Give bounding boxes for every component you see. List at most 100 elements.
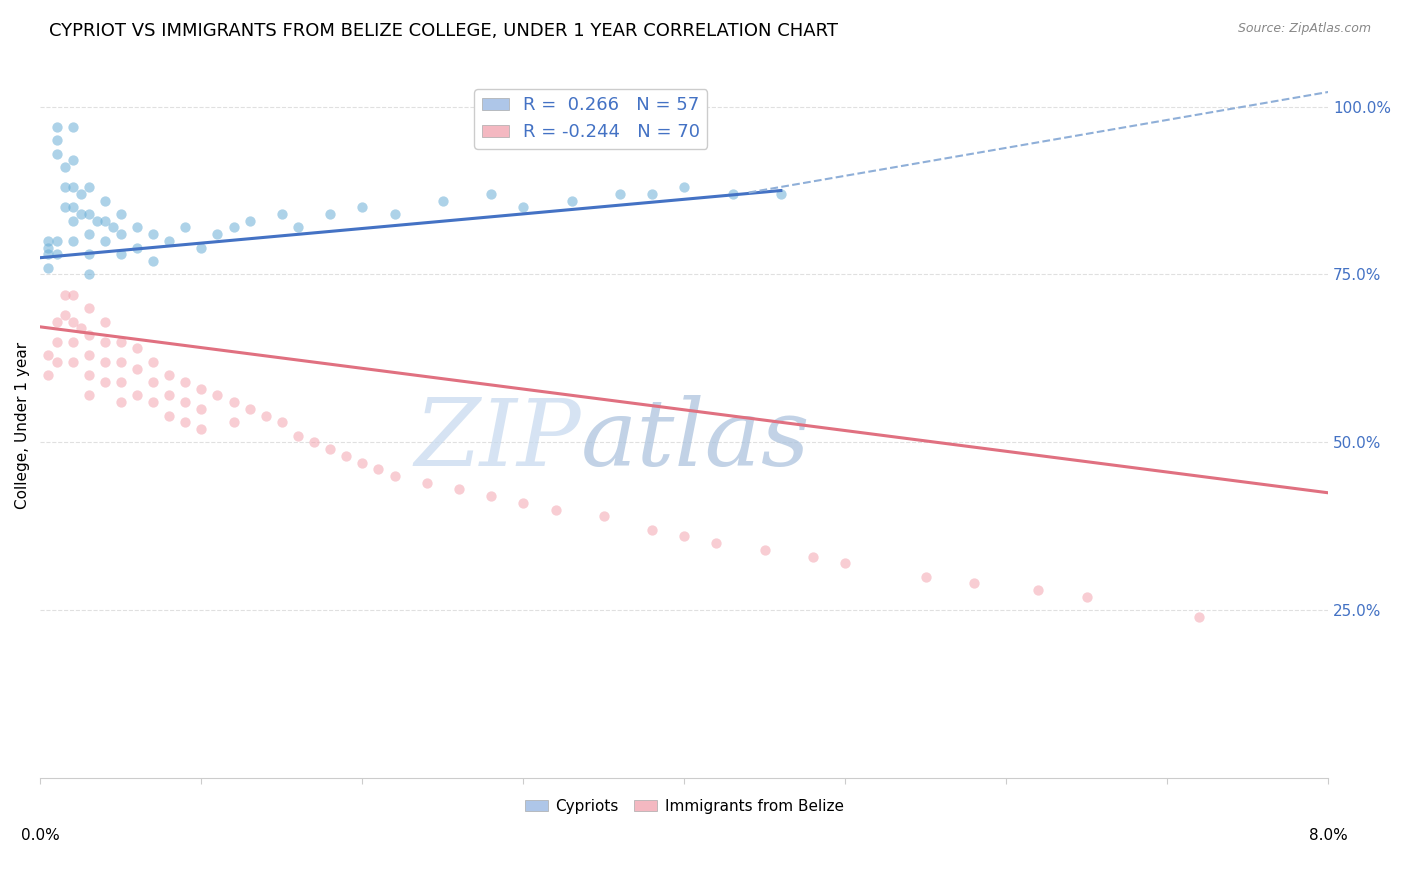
Point: [254, 409, 277, 423]
Point: [53, 287, 76, 301]
Point: [287, 220, 309, 235]
Point: [544, 502, 567, 516]
Point: [270, 415, 292, 429]
Point: [94, 234, 117, 248]
Point: [190, 241, 212, 255]
Point: [1028, 583, 1050, 598]
Point: [125, 241, 148, 255]
Point: [53, 180, 76, 194]
Point: [45, 334, 67, 349]
Point: [110, 227, 132, 242]
Point: [77, 348, 100, 362]
Point: [94, 213, 117, 227]
Point: [110, 247, 132, 261]
Point: [125, 342, 148, 356]
Point: [77, 301, 100, 315]
Point: [37, 348, 59, 362]
Point: [62, 334, 84, 349]
Y-axis label: College, Under 1 year: College, Under 1 year: [15, 342, 30, 509]
Point: [335, 449, 357, 463]
Point: [479, 186, 502, 201]
Point: [174, 375, 197, 389]
Point: [963, 576, 986, 591]
Point: [45, 355, 67, 369]
Point: [62, 200, 84, 214]
Point: [641, 523, 664, 537]
Point: [110, 375, 132, 389]
Point: [125, 361, 148, 376]
Text: ZIP: ZIP: [415, 395, 581, 484]
Point: [62, 120, 84, 134]
Point: [62, 314, 84, 328]
Point: [174, 395, 197, 409]
Point: [125, 220, 148, 235]
Point: [512, 200, 534, 214]
Point: [592, 509, 614, 524]
Point: [319, 442, 342, 456]
Point: [53, 308, 76, 322]
Point: [157, 409, 180, 423]
Point: [94, 194, 117, 208]
Point: [77, 268, 100, 282]
Point: [207, 388, 229, 402]
Point: [94, 375, 117, 389]
Point: [416, 475, 439, 490]
Point: [62, 234, 84, 248]
Point: [62, 180, 84, 194]
Point: [37, 260, 59, 275]
Point: [447, 483, 470, 497]
Point: [222, 415, 245, 429]
Point: [319, 207, 342, 221]
Point: [110, 355, 132, 369]
Point: [77, 247, 100, 261]
Text: 0.0%: 0.0%: [21, 828, 60, 843]
Point: [45, 146, 67, 161]
Point: [37, 241, 59, 255]
Point: [110, 207, 132, 221]
Point: [142, 254, 165, 268]
Point: [432, 194, 454, 208]
Point: [77, 180, 100, 194]
Point: [769, 186, 792, 201]
Point: [45, 314, 67, 328]
Point: [94, 314, 117, 328]
Text: Source: ZipAtlas.com: Source: ZipAtlas.com: [1237, 22, 1371, 36]
Point: [37, 234, 59, 248]
Point: [287, 428, 309, 442]
Point: [174, 220, 197, 235]
Point: [77, 327, 100, 342]
Point: [239, 213, 262, 227]
Point: [190, 401, 212, 416]
Point: [754, 542, 776, 557]
Point: [1188, 610, 1211, 624]
Point: [706, 536, 728, 550]
Point: [77, 368, 100, 383]
Point: [914, 570, 936, 584]
Point: [45, 133, 67, 147]
Point: [69, 186, 91, 201]
Point: [270, 207, 292, 221]
Point: [69, 207, 91, 221]
Text: CYPRIOT VS IMMIGRANTS FROM BELIZE COLLEGE, UNDER 1 YEAR CORRELATION CHART: CYPRIOT VS IMMIGRANTS FROM BELIZE COLLEG…: [49, 22, 838, 40]
Point: [77, 207, 100, 221]
Point: [142, 395, 165, 409]
Point: [609, 186, 631, 201]
Point: [190, 422, 212, 436]
Point: [190, 382, 212, 396]
Point: [62, 355, 84, 369]
Point: [834, 557, 856, 571]
Text: 8.0%: 8.0%: [1309, 828, 1347, 843]
Point: [142, 355, 165, 369]
Point: [479, 489, 502, 503]
Point: [302, 435, 325, 450]
Point: [561, 194, 583, 208]
Point: [157, 368, 180, 383]
Point: [142, 375, 165, 389]
Point: [77, 388, 100, 402]
Point: [53, 160, 76, 174]
Point: [1076, 590, 1098, 604]
Point: [62, 213, 84, 227]
Point: [45, 247, 67, 261]
Point: [37, 247, 59, 261]
Point: [62, 287, 84, 301]
